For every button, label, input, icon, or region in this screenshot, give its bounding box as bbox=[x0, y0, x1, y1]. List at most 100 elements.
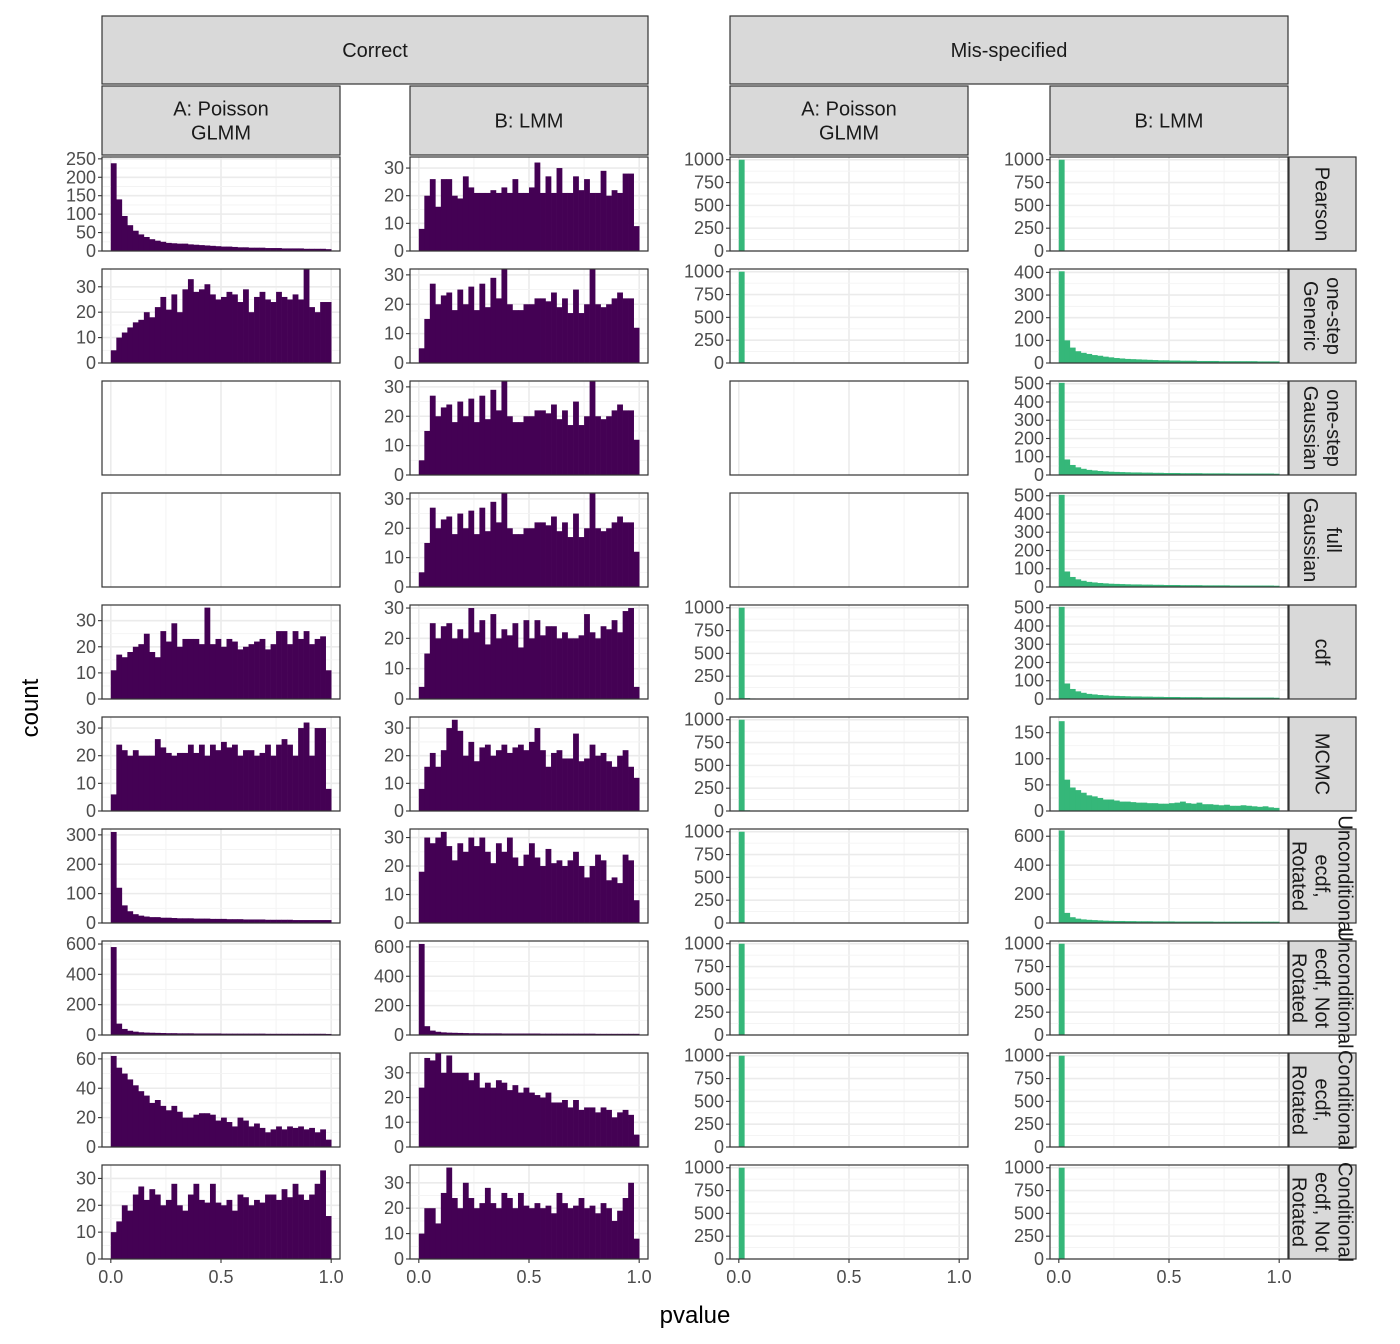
histogram-bar bbox=[1169, 360, 1175, 363]
histogram-bar bbox=[457, 1032, 464, 1035]
histogram-bar bbox=[265, 649, 271, 699]
histogram-bar bbox=[523, 1087, 530, 1147]
histogram-bar bbox=[440, 295, 447, 363]
histogram-bar bbox=[501, 1082, 508, 1147]
histogram-bar bbox=[462, 755, 469, 811]
histogram-bar bbox=[320, 1170, 326, 1259]
histogram-bar bbox=[1130, 696, 1137, 699]
histogram-bar bbox=[1130, 472, 1137, 475]
histogram-bar bbox=[595, 638, 601, 699]
histogram-bar bbox=[600, 170, 607, 251]
histogram-bar bbox=[490, 190, 497, 251]
histogram-bar bbox=[551, 292, 557, 363]
histogram-bar bbox=[110, 163, 117, 251]
histogram-bar bbox=[523, 1205, 530, 1259]
histogram-bar bbox=[424, 766, 431, 811]
histogram-bar bbox=[320, 302, 326, 363]
histogram-bar bbox=[628, 1182, 634, 1259]
histogram-bar bbox=[517, 744, 524, 811]
histogram-bar bbox=[138, 755, 145, 811]
histogram-bar bbox=[446, 728, 453, 811]
histogram-bar bbox=[501, 744, 508, 811]
histogram-bar bbox=[468, 1080, 475, 1147]
histogram-bar bbox=[232, 919, 238, 923]
histogram-bar bbox=[1207, 804, 1214, 811]
y-tick-label: 30 bbox=[384, 265, 404, 285]
histogram-bar bbox=[254, 641, 260, 699]
histogram-bar bbox=[1146, 359, 1153, 363]
histogram-bar bbox=[1207, 697, 1214, 699]
histogram-bar bbox=[110, 670, 117, 699]
histogram-bar bbox=[584, 877, 590, 923]
histogram-bar bbox=[589, 1033, 596, 1035]
histogram-bar bbox=[221, 1033, 227, 1035]
histogram-bar bbox=[1196, 360, 1203, 363]
histogram-bar bbox=[215, 1202, 222, 1259]
histogram-bar bbox=[562, 758, 568, 811]
histogram-bar bbox=[160, 917, 167, 923]
histogram-bar bbox=[457, 401, 464, 475]
histogram-bar bbox=[243, 247, 249, 251]
histogram-bar bbox=[529, 304, 535, 363]
histogram-bar bbox=[154, 307, 161, 363]
panel-unconditional-ecdf-not-rotated-col1: 0 200 400 600 bbox=[66, 934, 341, 1045]
histogram-bar bbox=[276, 631, 282, 699]
histogram-bar bbox=[187, 744, 194, 811]
histogram-bar bbox=[622, 522, 629, 587]
panel-border bbox=[1049, 380, 1289, 476]
histogram-bar bbox=[303, 1129, 310, 1147]
histogram-bar bbox=[176, 1033, 183, 1035]
histogram-bar bbox=[440, 831, 447, 923]
histogram-bar bbox=[209, 744, 216, 811]
histogram-bar bbox=[182, 752, 189, 811]
histogram-bar bbox=[176, 752, 183, 811]
histogram-bar bbox=[567, 1208, 574, 1259]
histogram-bar bbox=[468, 1033, 475, 1035]
histogram-bar bbox=[1102, 920, 1109, 923]
y-tick-label: 0 bbox=[394, 241, 404, 261]
panel-border bbox=[729, 828, 969, 924]
histogram-bar bbox=[193, 638, 200, 699]
histogram-bar bbox=[468, 1198, 475, 1259]
histogram-bar bbox=[232, 246, 238, 251]
histogram-bar bbox=[1180, 801, 1186, 811]
histogram-bar bbox=[1146, 696, 1153, 699]
histogram-bar bbox=[1152, 921, 1159, 923]
histogram-bar bbox=[298, 728, 304, 811]
y-tick-label: 600 bbox=[374, 937, 404, 957]
y-tick-label: 1000 bbox=[684, 1046, 724, 1066]
histogram-bar bbox=[160, 1033, 167, 1035]
histogram-bar bbox=[1146, 584, 1153, 587]
facet-strip-row-label: one-step bbox=[1322, 277, 1344, 355]
histogram-bar bbox=[556, 1192, 563, 1259]
histogram-bar bbox=[1273, 921, 1280, 923]
histogram-bar bbox=[512, 1085, 519, 1147]
histogram-bar bbox=[1108, 799, 1115, 811]
histogram-bar bbox=[1102, 471, 1109, 475]
y-tick-label: 30 bbox=[384, 1173, 404, 1193]
histogram-bar bbox=[595, 304, 601, 363]
histogram-bar bbox=[226, 638, 233, 699]
histogram-bar bbox=[1174, 472, 1181, 475]
histogram-bar bbox=[309, 1194, 315, 1259]
histogram-bar bbox=[584, 1107, 590, 1147]
histogram-bar bbox=[446, 292, 453, 363]
histogram-bar bbox=[1174, 696, 1181, 699]
histogram-bar bbox=[254, 1033, 260, 1035]
y-tick-label: 10 bbox=[384, 436, 404, 456]
histogram-bar bbox=[259, 1202, 266, 1259]
facet-strip-column-label: B: LMM bbox=[1135, 111, 1204, 133]
histogram-bar bbox=[143, 312, 150, 363]
histogram-bar bbox=[1174, 802, 1181, 811]
histogram-bar bbox=[1251, 361, 1258, 363]
histogram-bar bbox=[110, 794, 117, 811]
histogram-bar bbox=[281, 1033, 288, 1035]
histogram-bar bbox=[606, 1109, 612, 1147]
x-tick-label: 0.5 bbox=[516, 1267, 541, 1287]
histogram-bar bbox=[545, 301, 552, 363]
histogram-bar bbox=[473, 846, 480, 923]
histogram-bar bbox=[562, 192, 568, 251]
histogram-bar bbox=[573, 289, 579, 363]
histogram-bar bbox=[490, 277, 497, 363]
histogram-bar bbox=[1157, 360, 1164, 363]
